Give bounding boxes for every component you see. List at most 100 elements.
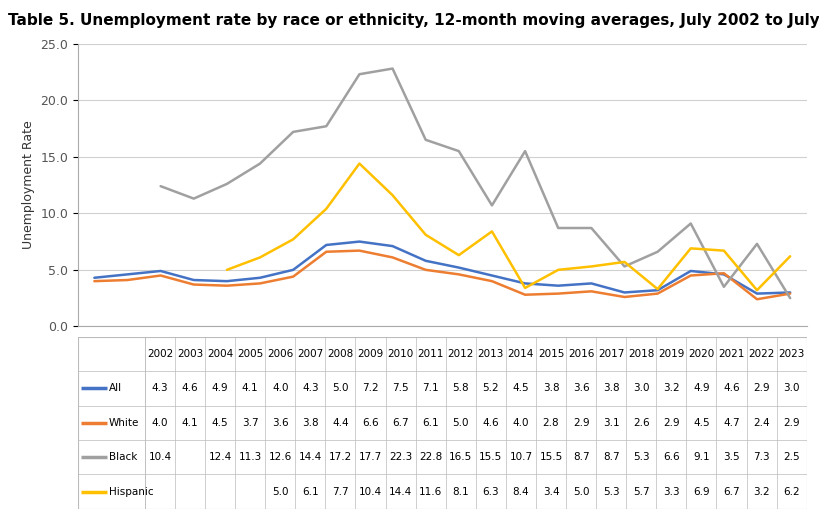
Text: 2021: 2021 [718,349,744,359]
Text: 12.4: 12.4 [209,452,232,462]
Text: 17.2: 17.2 [328,452,352,462]
Text: 3.0: 3.0 [784,383,800,393]
Text: 12.6: 12.6 [269,452,292,462]
Text: 2.9: 2.9 [783,418,800,428]
Text: 6.2: 6.2 [783,487,800,497]
Text: 6.7: 6.7 [723,487,740,497]
Text: 5.0: 5.0 [333,383,349,393]
Text: 4.0: 4.0 [272,383,288,393]
Text: 5.0: 5.0 [272,487,288,497]
Text: 22.8: 22.8 [419,452,442,462]
Text: 3.6: 3.6 [272,418,288,428]
Text: 2.9: 2.9 [572,418,590,428]
Text: 2016: 2016 [568,349,595,359]
Text: 5.2: 5.2 [482,383,499,393]
Text: All: All [109,383,122,393]
Text: Black: Black [109,452,138,462]
Text: 3.8: 3.8 [543,383,559,393]
Text: Table 5. Unemployment rate by race or ethnicity, 12-month moving averages, July : Table 5. Unemployment rate by race or et… [8,13,819,28]
Text: 2020: 2020 [688,349,714,359]
Text: 2007: 2007 [297,349,324,359]
Text: 10.7: 10.7 [509,452,532,462]
Text: 4.5: 4.5 [513,383,529,393]
Text: 3.3: 3.3 [663,487,680,497]
Text: 2.9: 2.9 [753,383,770,393]
Text: 5.0: 5.0 [453,418,469,428]
Text: White: White [109,418,139,428]
Text: 2006: 2006 [267,349,293,359]
Text: 2005: 2005 [237,349,263,359]
Text: 4.1: 4.1 [182,418,198,428]
Text: 14.4: 14.4 [299,452,322,462]
Text: 2.6: 2.6 [633,418,649,428]
Text: 2019: 2019 [658,349,685,359]
Text: 4.5: 4.5 [693,418,710,428]
Text: 5.7: 5.7 [633,487,649,497]
Text: 3.0: 3.0 [633,383,649,393]
Text: 4.6: 4.6 [182,383,198,393]
Text: 6.6: 6.6 [362,418,379,428]
Text: 6.3: 6.3 [482,487,499,497]
Text: 3.4: 3.4 [543,487,559,497]
Text: 4.3: 4.3 [152,383,168,393]
Text: 11.6: 11.6 [419,487,442,497]
Text: 3.8: 3.8 [302,418,319,428]
Text: 8.1: 8.1 [452,487,469,497]
Text: 2014: 2014 [508,349,534,359]
Text: 2017: 2017 [598,349,624,359]
Text: 9.1: 9.1 [693,452,710,462]
Text: 17.7: 17.7 [359,452,382,462]
Text: Hispanic: Hispanic [109,487,154,497]
Text: 14.4: 14.4 [389,487,412,497]
Text: 7.7: 7.7 [332,487,349,497]
Text: 3.2: 3.2 [663,383,680,393]
Text: 5.8: 5.8 [452,383,469,393]
Text: 4.1: 4.1 [242,383,259,393]
Text: 2023: 2023 [779,349,805,359]
Text: 2002: 2002 [147,349,173,359]
Text: 11.3: 11.3 [238,452,262,462]
Text: 4.5: 4.5 [212,418,229,428]
Text: 7.1: 7.1 [423,383,439,393]
Text: 2018: 2018 [628,349,654,359]
Text: 7.5: 7.5 [392,383,409,393]
Text: 6.1: 6.1 [423,418,439,428]
Text: 15.5: 15.5 [540,452,563,462]
Text: 6.1: 6.1 [302,487,319,497]
Text: 2.8: 2.8 [543,418,559,428]
Text: 2022: 2022 [749,349,775,359]
Text: 2.5: 2.5 [783,452,800,462]
Text: 2009: 2009 [357,349,383,359]
Text: 2015: 2015 [538,349,564,359]
Text: 5.3: 5.3 [603,487,619,497]
Text: 4.9: 4.9 [693,383,710,393]
Text: 3.7: 3.7 [242,418,259,428]
Text: 2003: 2003 [177,349,203,359]
Text: 2.9: 2.9 [663,418,680,428]
Text: 2008: 2008 [328,349,354,359]
Text: 10.4: 10.4 [148,452,171,462]
Text: 5.3: 5.3 [633,452,649,462]
Text: 16.5: 16.5 [449,452,473,462]
Text: 4.6: 4.6 [482,418,499,428]
Text: 7.2: 7.2 [362,383,379,393]
Text: 8.7: 8.7 [603,452,619,462]
Text: 3.1: 3.1 [603,418,619,428]
Text: 6.7: 6.7 [392,418,409,428]
Text: 2013: 2013 [477,349,504,359]
Text: 3.6: 3.6 [572,383,590,393]
Text: 4.6: 4.6 [723,383,740,393]
Text: 8.7: 8.7 [572,452,590,462]
Y-axis label: Unemployment Rate: Unemployment Rate [21,121,34,249]
Text: 3.5: 3.5 [723,452,740,462]
Text: 10.4: 10.4 [359,487,382,497]
Text: 2012: 2012 [447,349,474,359]
Text: 6.6: 6.6 [663,452,680,462]
Text: 4.7: 4.7 [723,418,740,428]
Text: 4.0: 4.0 [513,418,529,428]
Text: 4.4: 4.4 [332,418,349,428]
Text: 2.4: 2.4 [753,418,770,428]
Text: 3.8: 3.8 [603,383,619,393]
Text: 3.2: 3.2 [753,487,770,497]
Text: 8.4: 8.4 [513,487,529,497]
